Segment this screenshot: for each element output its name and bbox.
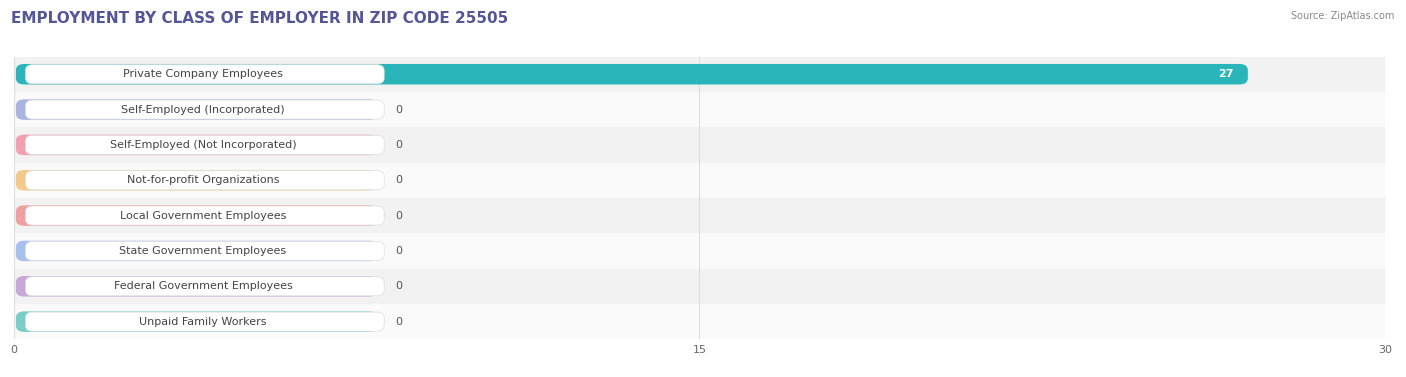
Text: Local Government Employees: Local Government Employees xyxy=(120,211,287,221)
FancyBboxPatch shape xyxy=(15,276,377,297)
Text: 0: 0 xyxy=(395,211,402,221)
Text: Self-Employed (Incorporated): Self-Employed (Incorporated) xyxy=(121,104,285,115)
FancyBboxPatch shape xyxy=(25,312,384,331)
Text: Federal Government Employees: Federal Government Employees xyxy=(114,281,292,291)
FancyBboxPatch shape xyxy=(25,277,384,296)
Text: Self-Employed (Not Incorporated): Self-Employed (Not Incorporated) xyxy=(110,140,297,150)
FancyBboxPatch shape xyxy=(15,205,377,226)
Bar xyxy=(14,57,1385,92)
FancyBboxPatch shape xyxy=(15,170,377,190)
Text: 0: 0 xyxy=(395,317,402,326)
FancyBboxPatch shape xyxy=(25,100,384,119)
FancyBboxPatch shape xyxy=(25,241,384,261)
FancyBboxPatch shape xyxy=(25,65,384,84)
FancyBboxPatch shape xyxy=(15,311,377,332)
FancyBboxPatch shape xyxy=(15,135,377,155)
FancyBboxPatch shape xyxy=(25,171,384,190)
Text: Private Company Employees: Private Company Employees xyxy=(124,69,283,79)
Text: State Government Employees: State Government Employees xyxy=(120,246,287,256)
Text: Not-for-profit Organizations: Not-for-profit Organizations xyxy=(127,175,280,185)
Bar xyxy=(14,233,1385,268)
Bar xyxy=(14,304,1385,339)
Bar xyxy=(14,268,1385,304)
FancyBboxPatch shape xyxy=(25,206,384,225)
Text: Source: ZipAtlas.com: Source: ZipAtlas.com xyxy=(1291,11,1395,21)
Text: EMPLOYMENT BY CLASS OF EMPLOYER IN ZIP CODE 25505: EMPLOYMENT BY CLASS OF EMPLOYER IN ZIP C… xyxy=(11,11,509,26)
Text: 0: 0 xyxy=(395,104,402,115)
Text: 0: 0 xyxy=(395,175,402,185)
Text: 0: 0 xyxy=(395,246,402,256)
Text: Unpaid Family Workers: Unpaid Family Workers xyxy=(139,317,267,326)
Text: 0: 0 xyxy=(395,140,402,150)
FancyBboxPatch shape xyxy=(15,64,1249,84)
Text: 0: 0 xyxy=(395,281,402,291)
Bar xyxy=(14,198,1385,233)
FancyBboxPatch shape xyxy=(15,241,377,261)
Bar xyxy=(14,162,1385,198)
Text: 27: 27 xyxy=(1219,69,1234,79)
Bar xyxy=(14,92,1385,127)
Bar xyxy=(14,127,1385,162)
FancyBboxPatch shape xyxy=(25,135,384,155)
FancyBboxPatch shape xyxy=(15,99,377,120)
